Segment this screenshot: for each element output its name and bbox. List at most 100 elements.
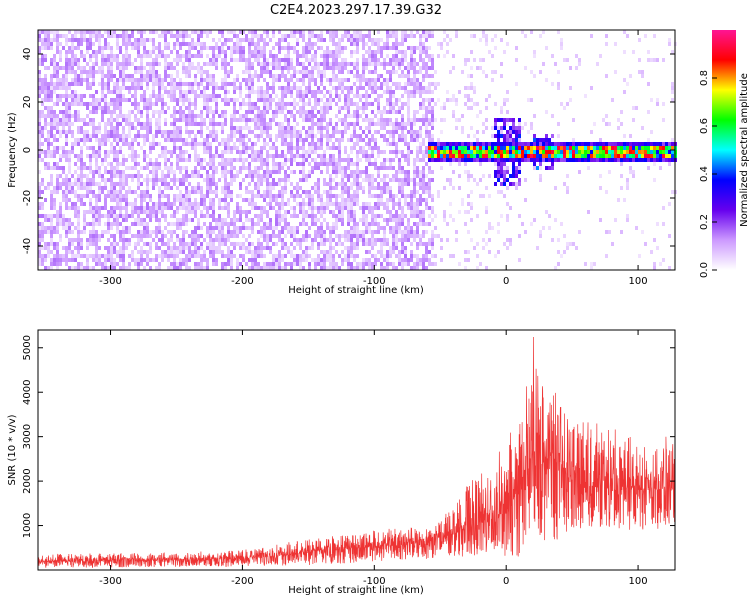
spectrogram-cell (422, 122, 425, 126)
spectrogram-cell (305, 118, 308, 122)
spectrogram-cell (182, 238, 185, 242)
spectrogram-cell (323, 266, 326, 270)
spectrogram-cell (137, 230, 140, 234)
spectrogram-cell (119, 134, 122, 138)
spectrogram-cell (374, 62, 377, 66)
spectrogram-cell (401, 210, 404, 214)
spectrogram-cell (146, 126, 149, 130)
spectrogram-cell (65, 218, 68, 222)
spectrogram-cell (38, 82, 41, 86)
spectrogram-cell (170, 138, 173, 142)
spectrogram-cell (284, 158, 287, 162)
spectrogram-cell (158, 86, 161, 90)
spectrogram-cell (374, 158, 377, 162)
spectrogram-cell (359, 150, 362, 154)
spectrogram-cell (395, 122, 398, 126)
spectrogram-cell (407, 78, 410, 82)
spectrogram-cell (143, 210, 146, 214)
spectrogram-cell (362, 170, 365, 174)
spectrogram-cell (143, 226, 146, 230)
spectrogram-cell (176, 158, 179, 162)
spectrogram-cell (242, 54, 245, 58)
spectrogram-cell (122, 266, 125, 270)
spectrogram-cell (59, 34, 62, 38)
spectrogram-cell (410, 122, 413, 126)
spectrogram-cell (194, 42, 197, 46)
spectrogram-cell (116, 230, 119, 234)
spectrogram-cell (164, 254, 167, 258)
spectrogram-cell (83, 142, 86, 146)
spectrogram-cell (116, 214, 119, 218)
spectrogram-cell (413, 158, 416, 162)
spectrogram-cell (314, 142, 317, 146)
spectrogram-cell (98, 214, 101, 218)
spectrogram-cell (53, 154, 56, 158)
spectrogram-cell (113, 150, 116, 154)
spectrogram-cell (329, 66, 332, 70)
spectrogram-cell (143, 54, 146, 58)
spectrogram-cell (77, 166, 80, 170)
spectrogram-cell (167, 186, 170, 190)
spectrogram-cell (374, 222, 377, 226)
spectrogram-cell (419, 90, 422, 94)
spectrogram-cell (290, 74, 293, 78)
spectrogram-cell (113, 106, 116, 110)
spectrogram-cell (269, 190, 272, 194)
spectrogram-cell (83, 34, 86, 38)
spectrogram-cell (218, 54, 221, 58)
spectrogram-cell (194, 170, 197, 174)
spectrogram-cell (95, 102, 98, 106)
spectrogram-cell (194, 226, 197, 230)
spectrogram-cell (209, 142, 212, 146)
spectrogram-cell (248, 258, 251, 262)
spectrogram-cell (140, 42, 143, 46)
spectrogram-cell (281, 154, 284, 158)
spectrogram-cell (59, 182, 62, 186)
spectrogram-cell (401, 182, 404, 186)
spectrogram-cell (347, 126, 350, 130)
spectrogram-cell (38, 262, 41, 266)
spectrogram-cell (404, 234, 407, 238)
spectrogram-cell (38, 34, 41, 38)
spectrogram-cell (176, 250, 179, 254)
spectrogram-cell (275, 170, 278, 174)
spectrogram-cell (284, 138, 287, 142)
spectrogram-cell (326, 110, 329, 114)
spectrogram-cell (167, 230, 170, 234)
spectrogram-cell (239, 206, 242, 210)
spectrogram-cell (59, 206, 62, 210)
spectrogram-cell (104, 166, 107, 170)
spectrogram-cell (281, 46, 284, 50)
spectrogram-cell (176, 234, 179, 238)
spectrogram-cell (335, 54, 338, 58)
spectrogram-cell (404, 50, 407, 54)
spectrogram-cell (116, 134, 119, 138)
spectrogram-cell (386, 190, 389, 194)
spectrogram-cell (122, 238, 125, 242)
spectrogram-cell (275, 194, 278, 198)
spectrogram-cell (233, 214, 236, 218)
spectrogram-cell (242, 102, 245, 106)
spectrogram-cell (320, 266, 323, 270)
spectrogram-cell (125, 210, 128, 214)
spectrogram-cell (194, 238, 197, 242)
spectrogram-cell (332, 38, 335, 42)
spectrogram-cell (137, 134, 140, 138)
spectrogram-cell (89, 110, 92, 114)
spectrogram-cell (116, 222, 119, 226)
spectrogram-cell (398, 222, 401, 226)
spectrogram-cell (317, 98, 320, 102)
spectrogram-cell (188, 174, 191, 178)
spectrogram-cell (290, 66, 293, 70)
spectrogram-cell (266, 70, 269, 74)
spectrogram-cell (158, 178, 161, 182)
spectrogram-cell (377, 42, 380, 46)
spectrogram-cell (104, 266, 107, 270)
spectrogram-cell (386, 38, 389, 42)
spectrogram-cell (176, 262, 179, 266)
spectrogram-cell (356, 158, 359, 162)
spectrogram-cell (368, 62, 371, 66)
spectrogram-cell (44, 186, 47, 190)
spectrogram-cell (113, 238, 116, 242)
spectrogram-cell (194, 262, 197, 266)
